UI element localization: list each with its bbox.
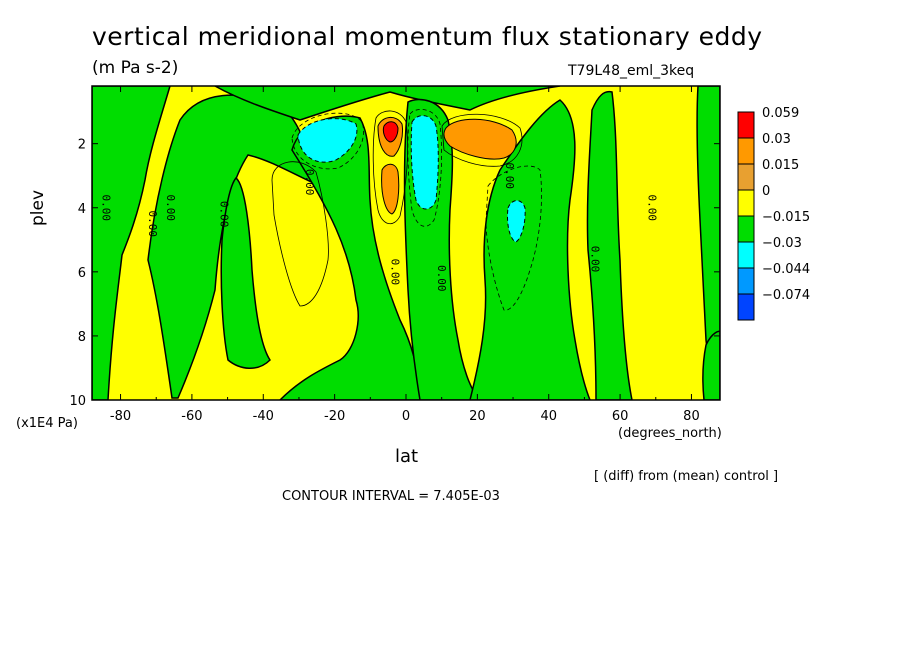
- zero-contour-label: 0.00: [435, 265, 448, 292]
- cyan-core-5n: [410, 115, 439, 210]
- x-ticks: -80 -60 -40 -20 0 20 40 60 80: [110, 86, 700, 424]
- chart-units: (m Pa s-2): [92, 58, 179, 78]
- zero-contour-label: 0.00: [217, 201, 230, 228]
- contour-line-30s: [271, 161, 329, 307]
- legend-swatch: [737, 137, 755, 165]
- y-axis-units: (x1E4 Pa): [16, 416, 78, 431]
- zero-contour-label: 0.00: [100, 195, 113, 222]
- contour-line-30n-dashed: [485, 165, 542, 311]
- zero-contour-label: 0.00: [389, 259, 402, 286]
- contour-line-20n: [441, 113, 523, 167]
- zero-contour-labels: 0.00 0.00 0.00 0.00 0.00 0.00 0.00 0.00 0.00 0.00: [100, 162, 659, 291]
- x-tick-label: -60: [181, 409, 202, 424]
- zero-contour-label: 0.00: [646, 195, 659, 222]
- legend-label: −0.015: [762, 210, 810, 225]
- legend-swatch: [737, 215, 755, 243]
- green-region-sp: [92, 86, 171, 400]
- green-region-pole: [702, 330, 720, 400]
- x-axis-units: (degrees_north): [618, 426, 722, 441]
- chart-title: vertical meridional momentum flux statio…: [92, 22, 763, 51]
- orange-lobe-5s: [381, 163, 400, 215]
- x-tick-label: -20: [324, 409, 345, 424]
- contour-line-20s-dashed: [291, 112, 364, 170]
- legend-swatch: [737, 189, 755, 217]
- y-tick-label: 6: [78, 266, 86, 281]
- legend-label: 0.03: [762, 132, 791, 147]
- color-legend: 0.059 0.03 0.015 0 −0.015 −0.03 −0.044 −0.074: [737, 106, 810, 321]
- legend-swatch: [737, 267, 755, 295]
- zero-contour-label: 0.00: [146, 211, 159, 238]
- red-max-5s: [382, 121, 399, 143]
- green-region-60n: [586, 90, 633, 400]
- legend-label: 0: [762, 184, 770, 199]
- x-tick-label: 20: [469, 409, 486, 424]
- legend-swatch: [737, 241, 755, 269]
- legend-label: 0.015: [762, 158, 799, 173]
- y-ticks: 2 4 6 8 10: [69, 138, 720, 409]
- legend-label: −0.074: [762, 288, 810, 303]
- legend-swatch: [737, 293, 755, 321]
- legend-label: 0.059: [762, 106, 799, 121]
- green-region-50s: [220, 176, 271, 369]
- diff-note: [ (diff) from (mean) control ]: [594, 469, 779, 484]
- cyan-core-30n: [507, 200, 526, 243]
- x-axis-label: lat: [395, 446, 419, 467]
- contour-line-eq-pos: [372, 110, 409, 224]
- y-tick-label: 10: [69, 394, 86, 409]
- green-region-top: [213, 86, 561, 121]
- legend-swatch: [737, 111, 755, 139]
- plot-area: [92, 86, 720, 400]
- y-tick-label: 2: [78, 138, 86, 153]
- zero-contour-label: 0.00: [589, 246, 602, 273]
- cyan-core-20s: [297, 118, 358, 163]
- x-tick-label: -80: [110, 409, 131, 424]
- x-tick-label: 80: [683, 409, 700, 424]
- run-name: T79L48_eml_3keq: [568, 63, 695, 79]
- zero-contour-label: 0.00: [503, 162, 516, 189]
- x-tick-label: 40: [540, 409, 557, 424]
- zero-contour-label: 0.00: [303, 169, 316, 196]
- y-tick-label: 4: [78, 202, 86, 217]
- legend-label: −0.044: [762, 262, 810, 277]
- x-tick-label: 0: [402, 409, 410, 424]
- y-tick-label: 8: [78, 330, 86, 345]
- contour-line-eq-dashed: [407, 109, 443, 227]
- x-tick-label: 60: [612, 409, 629, 424]
- zero-contour-label: 0.00: [164, 195, 177, 222]
- contour-interval: CONTOUR INTERVAL = 7.405E-03: [282, 489, 500, 504]
- legend-swatch: [737, 163, 755, 191]
- legend-label: −0.03: [762, 236, 802, 251]
- green-region-60s: [147, 94, 320, 399]
- orange-core-20n: [443, 118, 517, 160]
- x-tick-label: -40: [253, 409, 274, 424]
